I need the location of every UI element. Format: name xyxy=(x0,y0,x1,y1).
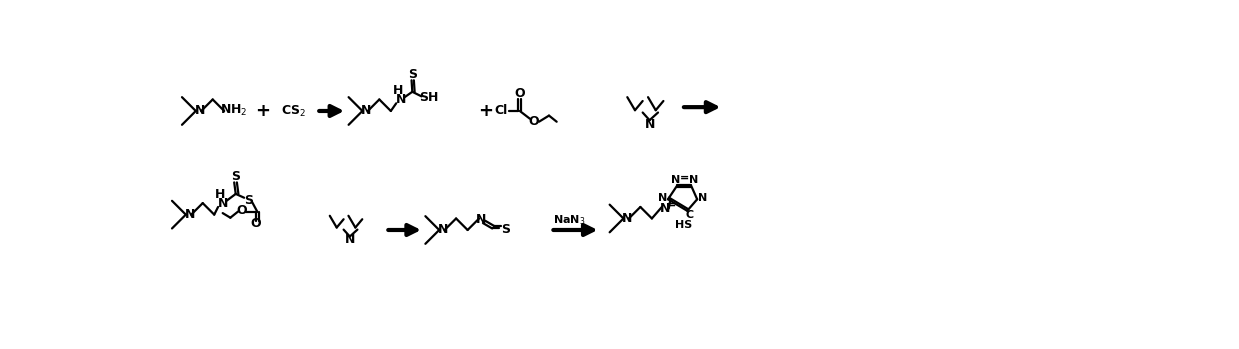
Text: N: N xyxy=(698,193,707,203)
Text: N: N xyxy=(476,213,487,226)
Text: O: O xyxy=(528,115,539,128)
Text: S: S xyxy=(408,68,418,81)
Text: C: C xyxy=(685,210,694,221)
Text: Cl: Cl xyxy=(494,104,507,118)
Text: +: + xyxy=(478,102,493,120)
Text: S: S xyxy=(502,223,510,237)
Text: N: N xyxy=(218,196,229,210)
Text: =: = xyxy=(679,173,689,183)
Text: N: N xyxy=(395,93,406,106)
Text: N: N xyxy=(195,104,204,118)
Text: O: O xyxy=(250,217,261,230)
Text: N: N xyxy=(361,104,372,118)
Text: O: O xyxy=(237,204,248,217)
Text: N: N xyxy=(185,208,195,221)
Text: +: + xyxy=(255,102,270,120)
Text: N: N xyxy=(658,193,668,203)
Text: N: N xyxy=(644,118,654,131)
Text: CS$_2$: CS$_2$ xyxy=(281,103,306,119)
Text: N: N xyxy=(689,175,698,185)
Text: H: H xyxy=(216,188,225,201)
Text: HS: HS xyxy=(675,220,693,230)
Text: N: N xyxy=(344,233,356,246)
Text: NaN$_3$: NaN$_3$ xyxy=(554,213,586,227)
Text: N: N xyxy=(659,202,670,215)
Text: =: = xyxy=(667,200,676,210)
Text: S: S xyxy=(230,170,240,183)
Text: N: N xyxy=(672,175,680,185)
Text: NH$_2$: NH$_2$ xyxy=(219,103,247,118)
Text: N: N xyxy=(437,223,449,237)
Text: SH: SH xyxy=(419,91,439,104)
Text: S: S xyxy=(244,194,253,207)
Text: N: N xyxy=(622,212,632,225)
Text: O: O xyxy=(514,87,525,100)
Text: H: H xyxy=(393,84,404,97)
